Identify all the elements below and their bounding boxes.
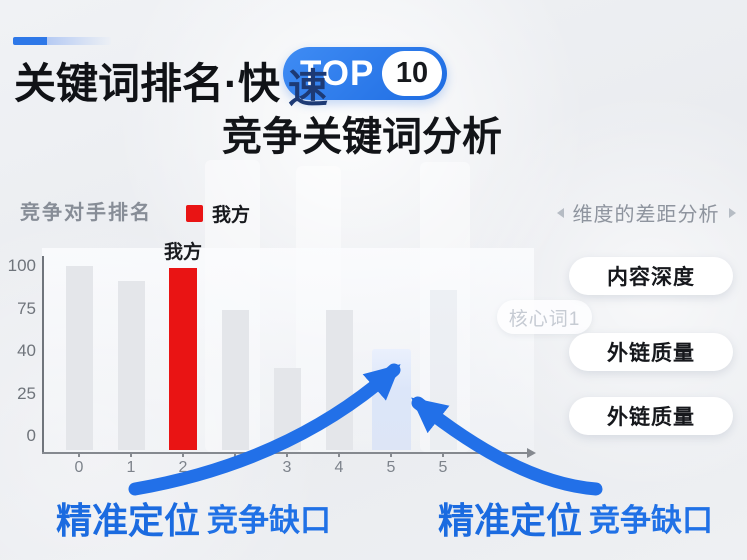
bar-competitor: [221, 309, 249, 450]
x-axis: [42, 452, 528, 454]
core-word-chip: 核心词1: [497, 300, 592, 334]
chevron-right-icon[interactable]: [728, 207, 736, 218]
y-axis: [42, 256, 44, 453]
chart-title: 竞争对手排名: [20, 202, 152, 224]
x-axis-label: 1: [126, 459, 136, 476]
top10-badge-number: 10: [395, 57, 429, 89]
x-axis-label: 5: [438, 459, 448, 476]
callout-left: 精准定位 竞争缺口: [56, 492, 331, 544]
top10-badge: TOP 10: [283, 47, 447, 100]
page-title-overlap-char: 速: [288, 67, 328, 111]
dimension-button-label: 外链质量: [607, 342, 695, 365]
dimension-button-content-depth[interactable]: 内容深度: [569, 257, 733, 295]
dimension-panel-title: 维度的差距分析: [572, 204, 720, 226]
y-axis-label: 0: [26, 426, 36, 445]
dimension-button-backlink-quality-2[interactable]: 外链质量: [569, 397, 733, 435]
y-axis-label: 25: [17, 383, 36, 403]
y-axis-label: 75: [17, 298, 36, 318]
callout-right-strong: 精准定位: [438, 500, 583, 541]
x-axis-label: [215, 458, 255, 478]
dimension-button-label: 内容深度: [607, 266, 695, 289]
y-axis-label: 40: [17, 341, 36, 360]
core-word-chip-label: 核心词1: [508, 308, 581, 330]
page-title: 关键词排名·快: [14, 60, 280, 107]
bar-faint: [429, 289, 457, 450]
x-axis-label: 5: [386, 459, 396, 476]
bar-competitor: [325, 309, 353, 450]
bar-competitor: [65, 266, 93, 450]
x-axis-tick: [78, 452, 80, 457]
callout-right-rest: 竞争缺口: [589, 503, 714, 538]
y-axis-label: 100: [7, 256, 36, 275]
dimension-panel-header: 维度的差距分析: [548, 198, 744, 227]
bar-competitor: [273, 368, 301, 450]
x-axis-label: 0: [74, 459, 84, 476]
x-axis-label: 4: [334, 459, 344, 476]
top10-badge-label: TOP: [300, 53, 375, 93]
bar-ours: [169, 267, 197, 450]
top10-badge-number-pill: 10: [382, 51, 442, 96]
callout-left-strong: 精准定位: [56, 500, 201, 541]
dimension-button-label: 外链质量: [607, 406, 695, 429]
x-axis-arrowhead-icon: [527, 448, 536, 458]
bar-competitor: [117, 281, 145, 450]
callout-left-rest: 竞争缺口: [207, 503, 332, 538]
our-bar-annotation: 我方: [163, 242, 202, 263]
dimension-button-backlink-quality-1[interactable]: 外链质量: [569, 333, 733, 371]
page-subtitle: 竞争关键词分析: [222, 115, 502, 159]
chevron-left-icon[interactable]: [556, 207, 564, 218]
legend-swatch-red: [186, 205, 203, 222]
accent-bar-decoration: [13, 37, 111, 45]
chart-legend: 我方: [186, 200, 250, 227]
callout-right: 精准定位 竞争缺口: [438, 492, 713, 544]
bar-gap-highlighted: [371, 348, 411, 450]
x-axis-label: 3: [282, 459, 292, 476]
legend-label: 我方: [212, 205, 251, 226]
x-axis-label: 2: [178, 459, 188, 476]
